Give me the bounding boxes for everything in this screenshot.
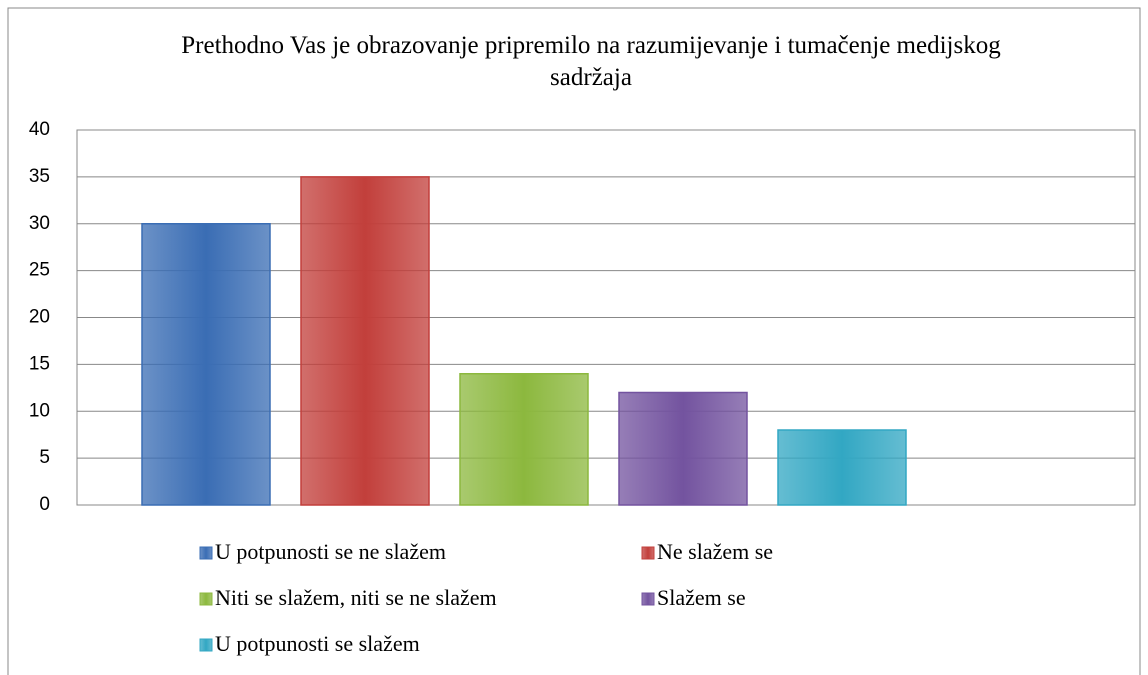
legend-marker	[199, 638, 213, 652]
legend-label: U potpunosti se ne slažem	[215, 539, 446, 564]
y-tick-label: 0	[39, 494, 50, 515]
bar	[777, 429, 907, 506]
legend-label: Slažem se	[657, 585, 746, 610]
y-tick-label: 15	[29, 353, 50, 374]
bar	[141, 223, 271, 506]
legend-marker	[199, 592, 213, 606]
legend-marker	[199, 546, 213, 560]
y-tick-label: 30	[29, 213, 50, 234]
bar	[459, 373, 589, 506]
bar	[300, 176, 430, 506]
legend-label: U potpunosti se slažem	[215, 631, 420, 656]
chart-title: Prethodno Vas je obrazovanje pripremilo …	[181, 32, 1001, 91]
legend-marker	[641, 546, 655, 560]
y-tick-label: 35	[29, 166, 50, 187]
legend-label: Ne slažem se	[657, 539, 773, 564]
y-tick-label: 10	[29, 400, 50, 421]
y-tick-label: 40	[29, 119, 50, 140]
y-tick-label: 5	[39, 447, 50, 468]
chart-frame	[7, 7, 1141, 675]
legend-marker	[641, 592, 655, 606]
y-tick-label: 25	[29, 260, 50, 281]
y-tick-label: 20	[29, 307, 50, 328]
bar	[618, 391, 748, 506]
legend-label: Niti se slažem, niti se ne slažem	[215, 585, 497, 610]
